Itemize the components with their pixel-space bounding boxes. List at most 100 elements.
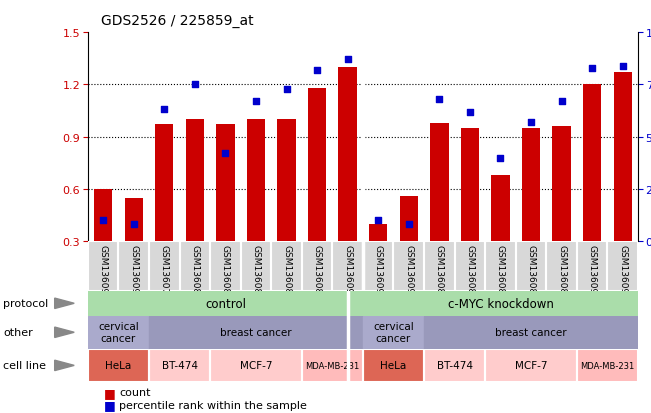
Bar <box>216 125 234 242</box>
Point <box>373 217 383 224</box>
Bar <box>88 316 149 349</box>
Text: BT-474: BT-474 <box>161 361 197 370</box>
Point <box>434 97 445 103</box>
Text: GSM136089: GSM136089 <box>312 244 322 299</box>
Point <box>220 151 230 157</box>
Bar <box>271 242 302 291</box>
Bar <box>155 125 173 242</box>
Bar <box>363 349 424 382</box>
Bar <box>485 242 516 291</box>
Bar <box>363 242 393 291</box>
Text: GSM136080: GSM136080 <box>435 244 444 299</box>
Bar <box>546 242 577 291</box>
Text: other: other <box>3 328 33 337</box>
Bar <box>302 349 363 382</box>
Bar <box>308 89 326 242</box>
Bar <box>277 120 296 242</box>
Point <box>526 119 536 126</box>
Text: breast cancer: breast cancer <box>495 328 567 337</box>
Bar <box>124 198 143 242</box>
Bar <box>149 316 363 349</box>
Polygon shape <box>55 327 74 338</box>
Text: ■: ■ <box>104 386 116 399</box>
Bar <box>88 349 149 382</box>
Point <box>587 65 598 72</box>
Bar <box>522 128 540 242</box>
Polygon shape <box>55 360 74 371</box>
Text: percentile rank within the sample: percentile rank within the sample <box>119 400 307 410</box>
Bar <box>149 242 180 291</box>
Text: protocol: protocol <box>3 299 49 309</box>
Bar <box>186 120 204 242</box>
Bar <box>88 349 149 382</box>
Text: GSM136083: GSM136083 <box>221 244 230 299</box>
Text: ■: ■ <box>104 398 116 411</box>
Bar <box>461 128 479 242</box>
Bar <box>424 242 454 291</box>
Bar <box>241 242 271 291</box>
Text: GSM136096: GSM136096 <box>374 244 383 299</box>
Text: GSM136085: GSM136085 <box>251 244 260 299</box>
Text: count: count <box>119 387 150 397</box>
Bar <box>613 73 632 242</box>
Text: HeLa: HeLa <box>380 361 407 370</box>
Point <box>281 86 292 93</box>
Text: cervical
cancer: cervical cancer <box>98 322 139 343</box>
Bar <box>424 349 485 382</box>
Bar <box>302 349 363 382</box>
Bar <box>577 349 638 382</box>
Text: breast cancer: breast cancer <box>220 328 292 337</box>
Point <box>159 107 169 114</box>
Bar <box>369 224 387 242</box>
Text: GSM136088: GSM136088 <box>557 244 566 299</box>
Text: BT-474: BT-474 <box>437 361 473 370</box>
Bar <box>210 349 302 382</box>
Polygon shape <box>55 298 74 309</box>
Bar <box>485 349 577 382</box>
Bar <box>118 242 149 291</box>
Bar <box>94 190 113 242</box>
Text: GSM136097: GSM136097 <box>130 244 138 299</box>
Bar <box>302 242 333 291</box>
Bar <box>516 242 546 291</box>
Bar <box>210 242 241 291</box>
Point <box>251 99 261 105</box>
Bar <box>339 68 357 242</box>
Point <box>404 222 414 228</box>
Text: GSM136087: GSM136087 <box>282 244 291 299</box>
Point <box>465 109 475 116</box>
Text: control: control <box>205 297 246 310</box>
Bar <box>492 176 510 242</box>
Bar <box>210 349 302 382</box>
Bar <box>607 242 638 291</box>
Text: GSM136086: GSM136086 <box>527 244 536 299</box>
Bar <box>577 349 638 382</box>
Text: GSM136079: GSM136079 <box>159 244 169 299</box>
Text: GSM136090: GSM136090 <box>588 244 596 299</box>
Bar <box>247 120 265 242</box>
Text: cell line: cell line <box>3 361 46 370</box>
Bar <box>400 197 418 242</box>
Point <box>128 222 139 228</box>
Point <box>189 82 200 88</box>
Bar <box>180 242 210 291</box>
Text: MCF-7: MCF-7 <box>240 361 272 370</box>
Bar <box>430 123 449 242</box>
Point <box>342 57 353 64</box>
Text: GSM136091: GSM136091 <box>343 244 352 299</box>
Text: GSM136084: GSM136084 <box>496 244 505 299</box>
Text: GDS2526 / 225859_at: GDS2526 / 225859_at <box>101 14 253 28</box>
Bar <box>454 242 485 291</box>
Text: MDA-MB-231: MDA-MB-231 <box>305 361 359 370</box>
Bar <box>424 316 638 349</box>
Text: GSM136098: GSM136098 <box>404 244 413 299</box>
Bar <box>363 316 424 349</box>
Text: cervical
cancer: cervical cancer <box>373 322 414 343</box>
Bar <box>424 349 485 382</box>
Bar <box>553 127 571 242</box>
Bar <box>363 349 424 382</box>
Text: GSM136082: GSM136082 <box>465 244 475 299</box>
Bar <box>577 242 607 291</box>
Text: MDA-MB-231: MDA-MB-231 <box>580 361 635 370</box>
Text: GSM136095: GSM136095 <box>99 244 107 299</box>
